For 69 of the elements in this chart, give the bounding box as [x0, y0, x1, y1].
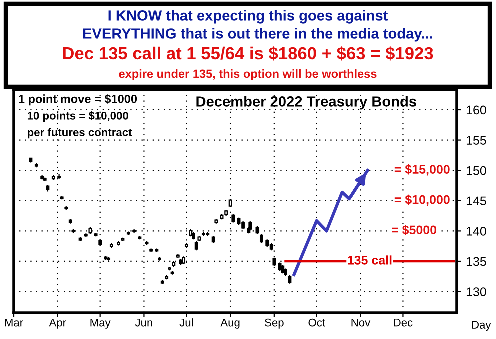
candlestick	[46, 184, 50, 192]
candlestick	[214, 218, 218, 224]
candlestick	[165, 274, 169, 280]
candlestick	[212, 235, 216, 244]
candlestick	[43, 177, 47, 182]
candlestick	[52, 174, 56, 181]
candlestick	[184, 242, 188, 249]
candlestick	[288, 274, 292, 284]
y-tick-label: 135	[466, 257, 486, 266]
candlestick	[145, 240, 149, 246]
x-tick-label: Mar	[5, 318, 24, 327]
candlestick	[150, 248, 153, 253]
candlestick	[155, 248, 159, 253]
annotation: per futures contract	[28, 128, 132, 139]
x-tick-label: May	[90, 318, 111, 329]
candlestick	[237, 217, 241, 226]
x-tick-label: Aug	[220, 318, 240, 329]
y-tick-label: 160	[466, 106, 486, 115]
candlestick	[121, 237, 125, 242]
text: I KNOW that expecting this goes against	[108, 10, 388, 24]
x-tick-label: Jun	[135, 318, 152, 327]
annotation: 10 points = $10,000	[28, 111, 128, 122]
candlestick	[281, 264, 285, 274]
candlestick	[126, 231, 130, 236]
candlestick	[29, 158, 33, 164]
y-tick-label: 150	[466, 166, 486, 176]
x-axis-title: Day	[472, 321, 492, 332]
candlestick	[248, 220, 252, 232]
y-tick-label: 155	[466, 136, 486, 145]
chart-title: December 2022 Treasury Bonds	[196, 96, 416, 110]
x-tick-label: Sep	[265, 318, 284, 329]
x-tick-label: Nov	[352, 318, 371, 327]
candlestick	[68, 218, 72, 224]
candlestick	[138, 235, 142, 240]
x-tick-label: Dec	[394, 318, 413, 327]
annotation: = $10,000	[394, 194, 450, 206]
candlestick	[160, 280, 164, 286]
line-series	[292, 169, 370, 276]
x-tick-label: Oct	[308, 318, 326, 327]
annotation: = $15,000	[394, 164, 450, 176]
candlestick	[168, 266, 172, 272]
annotation: = $5000	[392, 225, 437, 236]
y-tick-label: 130	[466, 288, 486, 296]
candlestick	[60, 195, 64, 200]
candlestick	[94, 232, 98, 238]
candlestick	[78, 236, 82, 242]
candlestick	[228, 198, 232, 208]
annotation: 1 point move = $1000	[19, 94, 138, 106]
candlestick	[117, 240, 120, 246]
candlestick	[64, 206, 68, 211]
y-tick-label: 140	[466, 226, 486, 236]
candlestick	[104, 255, 108, 261]
candlestick	[266, 239, 270, 248]
candlestick	[284, 268, 288, 277]
text: EVERYTHING that is out there in the media today...	[83, 28, 432, 42]
x-tick-label: Apr	[49, 318, 66, 329]
y-tick-label: 145	[466, 196, 486, 206]
text: Dec 135 call at 1 55/64 is $1860 + $63 = $1923	[63, 46, 434, 61]
candlestick	[110, 242, 114, 249]
candlestick	[224, 209, 228, 217]
text: expire under 135, this option will be worthless	[119, 70, 377, 81]
candlestick	[220, 214, 224, 220]
x-tick-label: Jul	[180, 318, 194, 327]
candlestick	[34, 162, 38, 168]
candlestick	[84, 233, 88, 238]
candlestick	[170, 270, 174, 276]
series-label: 135 call	[348, 256, 392, 265]
candlestick	[40, 174, 44, 180]
candlestick	[260, 234, 264, 244]
